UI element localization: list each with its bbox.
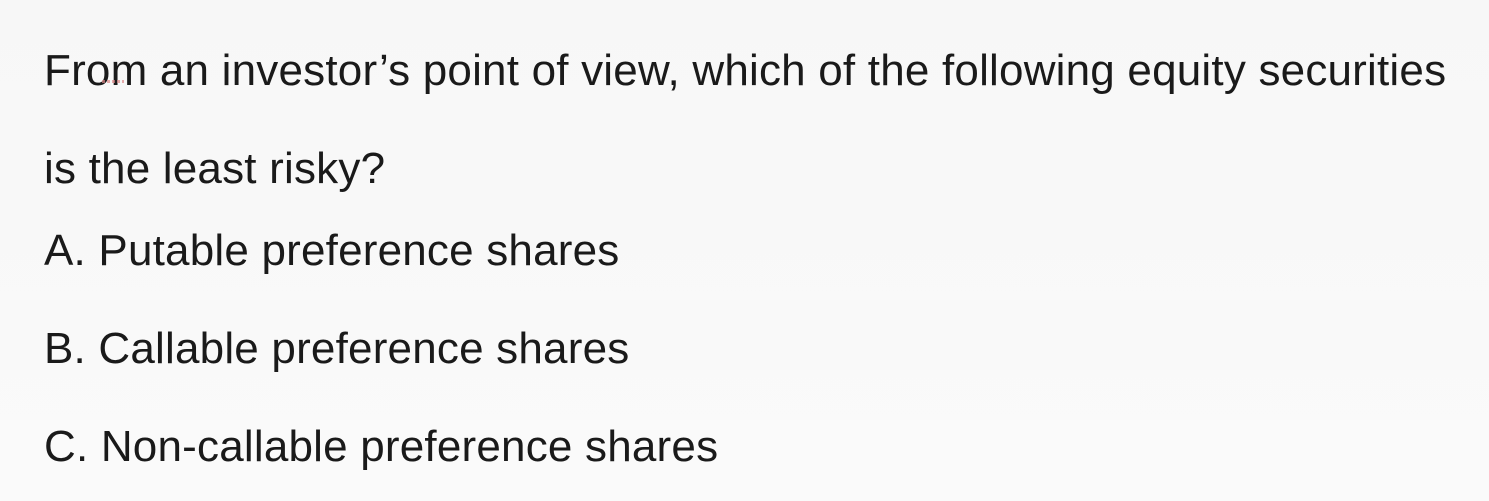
option-b: B. Callable preference shares bbox=[44, 324, 630, 373]
spellcheck-underline bbox=[102, 80, 124, 83]
question-text: From an investor’s point of view, which … bbox=[44, 46, 1447, 193]
option-c: C. Non-callable preference shares bbox=[44, 422, 719, 471]
answer-options: A. Putable preference shares B. Callable… bbox=[44, 202, 718, 496]
option-a: A. Putable preference shares bbox=[44, 226, 620, 275]
